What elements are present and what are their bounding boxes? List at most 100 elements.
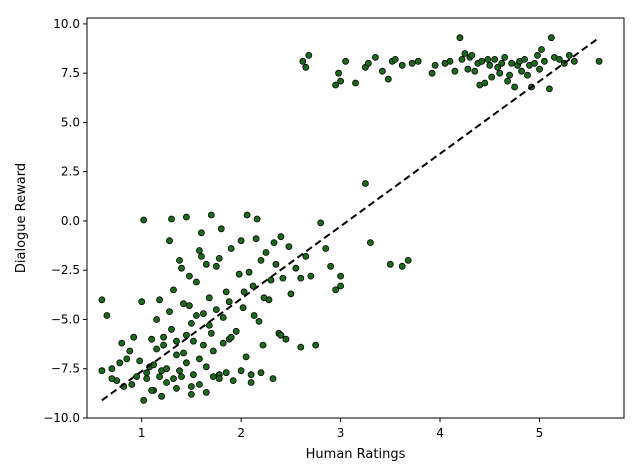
data-point <box>534 52 541 59</box>
data-point <box>335 69 343 77</box>
data-point <box>173 351 180 359</box>
data-point <box>240 288 248 296</box>
data-point <box>279 274 287 282</box>
data-point <box>103 312 111 319</box>
data-point <box>237 237 245 245</box>
data-point <box>126 347 134 355</box>
data-point <box>260 294 268 302</box>
y-tick-label: −7.5 <box>51 362 80 376</box>
data-point <box>305 52 313 59</box>
data-point <box>195 247 203 254</box>
data-point <box>488 73 496 81</box>
data-point <box>170 286 177 294</box>
data-point <box>173 337 180 345</box>
data-point <box>108 375 116 383</box>
y-tick-label: 5.0 <box>61 115 80 129</box>
data-point <box>212 306 220 314</box>
data-point <box>414 57 422 65</box>
data-point <box>428 69 436 77</box>
data-point <box>199 341 207 349</box>
data-point <box>327 262 335 270</box>
data-point <box>123 355 131 363</box>
data-point <box>267 276 275 284</box>
data-point <box>229 377 237 385</box>
data-point <box>187 319 195 327</box>
data-point <box>501 54 509 61</box>
data-point <box>130 333 138 341</box>
data-point <box>398 262 406 270</box>
data-point <box>176 256 183 264</box>
data-point <box>219 314 227 321</box>
data-point <box>225 298 233 306</box>
data-point <box>215 254 223 262</box>
data-point <box>511 83 518 91</box>
data-point <box>269 375 277 383</box>
data-point <box>446 57 454 65</box>
data-point <box>98 367 106 375</box>
y-tick-label: 7.5 <box>61 66 80 80</box>
data-point <box>548 34 555 42</box>
data-point <box>538 46 545 53</box>
plot-frame <box>86 17 625 419</box>
data-point <box>371 54 379 61</box>
data-point <box>227 333 235 341</box>
data-point <box>187 390 195 398</box>
data-point <box>212 262 220 270</box>
x-tick-label: 2 <box>237 426 245 440</box>
data-point <box>232 327 240 335</box>
data-point <box>148 386 156 394</box>
data-point <box>207 211 215 219</box>
y-axis-title: Dialogue Reward <box>14 163 29 273</box>
data-point <box>285 243 293 251</box>
data-point <box>205 294 213 302</box>
data-point <box>408 59 416 67</box>
data-point <box>219 339 227 347</box>
data-point <box>235 270 243 278</box>
data-point <box>108 365 116 373</box>
data-point <box>570 57 578 65</box>
data-point <box>494 63 502 71</box>
data-point <box>195 355 203 363</box>
data-point <box>138 298 146 306</box>
data-point <box>189 371 197 379</box>
data-point <box>202 363 210 371</box>
data-point <box>332 286 340 294</box>
data-point <box>471 67 479 75</box>
data-point <box>524 71 531 79</box>
data-point <box>243 211 251 219</box>
data-point <box>250 312 258 319</box>
data-point <box>352 79 359 87</box>
data-point <box>272 260 280 268</box>
y-tick-label: −10.0 <box>43 411 80 425</box>
data-point <box>245 268 253 276</box>
data-point <box>398 61 406 69</box>
data-point <box>153 316 161 323</box>
data-point <box>565 52 573 59</box>
data-point <box>153 345 161 353</box>
data-point <box>209 373 217 381</box>
data-point <box>215 375 223 383</box>
data-point <box>176 367 183 375</box>
x-tick-label: 3 <box>337 426 345 440</box>
data-point <box>384 75 392 83</box>
data-point <box>207 329 215 337</box>
x-axis: 1 2 3 4 5 <box>138 418 543 440</box>
data-point <box>222 288 230 296</box>
data-point <box>98 296 106 304</box>
data-point <box>182 359 190 367</box>
data-point <box>237 367 245 375</box>
data-point <box>140 396 148 404</box>
data-point <box>431 61 439 69</box>
data-point <box>255 317 263 325</box>
data-point <box>242 353 250 361</box>
data-point <box>282 335 290 343</box>
data-point <box>136 357 144 365</box>
data-point <box>156 296 164 304</box>
data-point <box>205 321 213 329</box>
points-layer <box>98 34 603 404</box>
data-point <box>302 63 310 71</box>
y-axis: −10.0 −7.5 −5.0 −2.5 0.0 2.5 5.0 7.5 10.0 <box>43 17 87 425</box>
data-point <box>197 229 205 237</box>
